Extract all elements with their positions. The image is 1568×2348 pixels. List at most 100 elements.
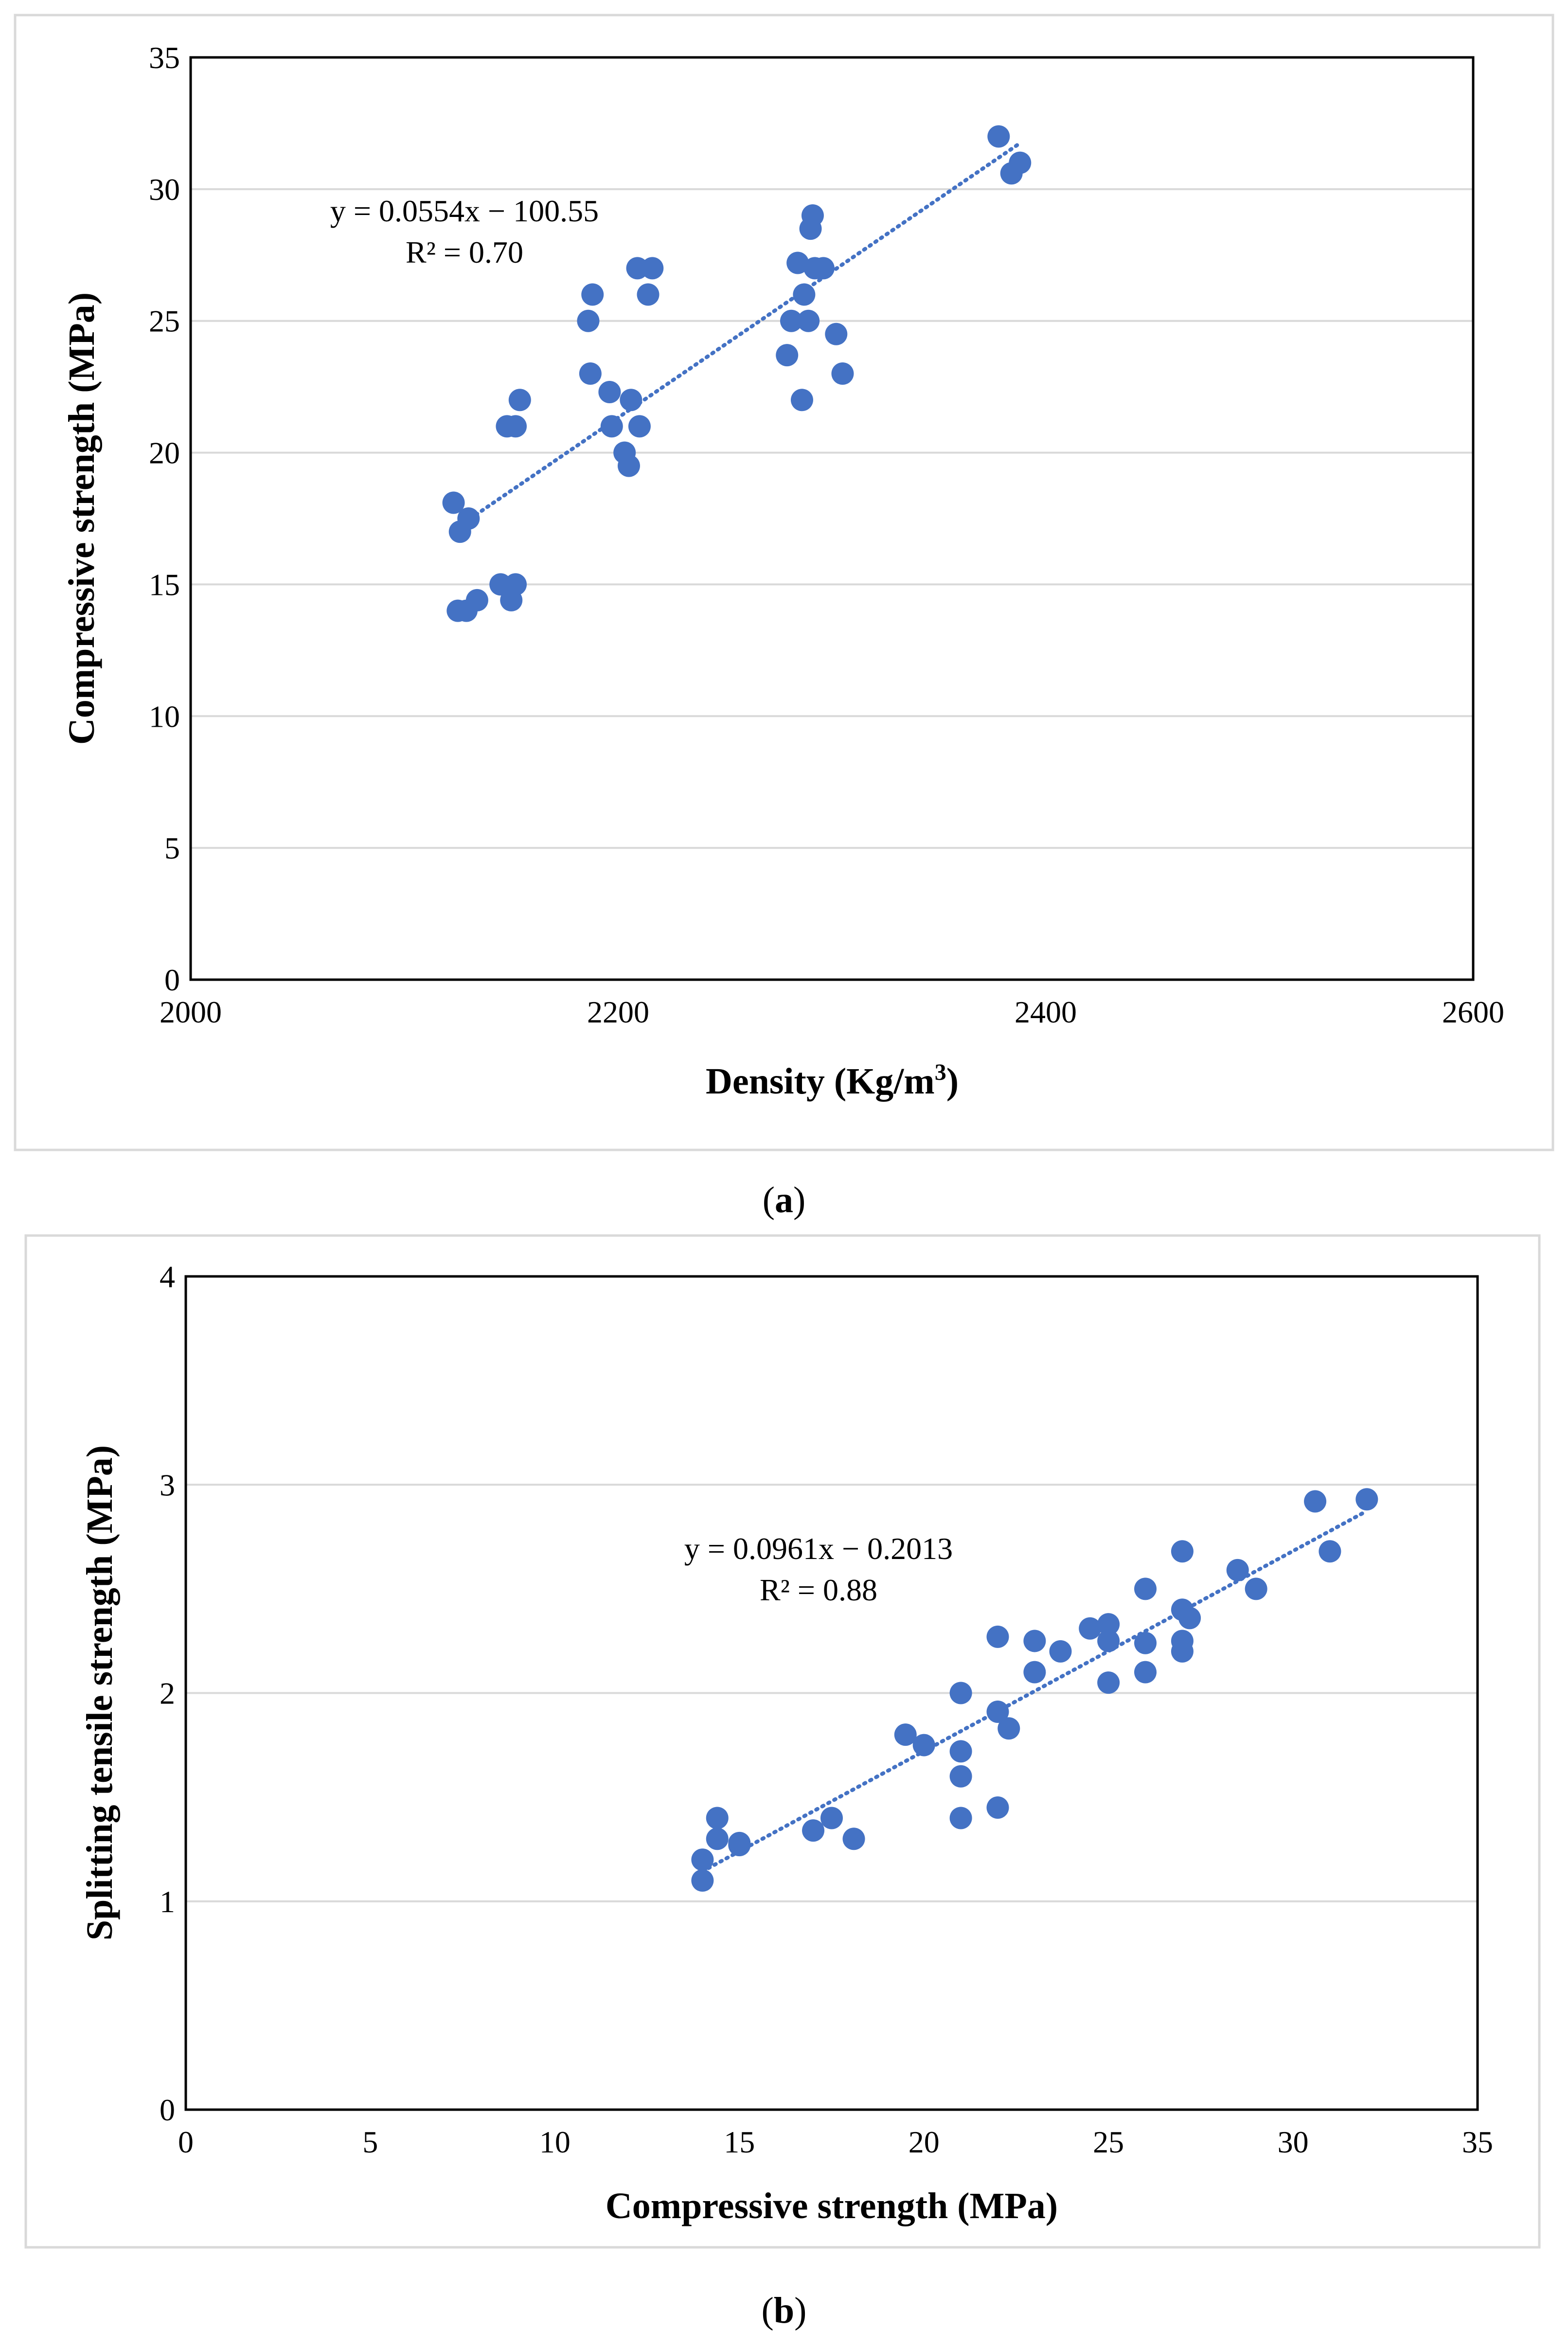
- a-data-point: [776, 344, 799, 367]
- a-data-point: [1009, 151, 1032, 174]
- b-data-point: [1023, 1661, 1046, 1684]
- a-data-point: [831, 362, 854, 385]
- a-data-point: [579, 362, 602, 385]
- b-data-point: [1134, 1661, 1157, 1684]
- a-y-tick-label: 15: [149, 567, 180, 602]
- b-x-tick-label: 15: [724, 2125, 755, 2159]
- a-data-point: [620, 389, 642, 412]
- b-data-point: [1134, 1631, 1157, 1654]
- b-data-point: [1171, 1540, 1194, 1563]
- a-data-point: [797, 309, 820, 332]
- b-trendline: [700, 1509, 1369, 1874]
- b-data-point: [1097, 1671, 1120, 1694]
- a-x-tick-label: 2400: [1015, 995, 1077, 1029]
- b-y-tick-label: 2: [160, 1676, 175, 1711]
- b-x-tick-label: 20: [909, 2125, 940, 2159]
- a-data-point: [801, 204, 824, 227]
- chart-a-plot-area: [189, 56, 1475, 981]
- a-data-point: [987, 125, 1010, 148]
- b-data-point: [986, 1796, 1009, 1819]
- b-x-tick-label: 30: [1278, 2125, 1309, 2159]
- a-data-point: [825, 323, 848, 345]
- b-data-point: [949, 1765, 972, 1788]
- b-data-point: [1245, 1577, 1267, 1600]
- b-data-point: [842, 1828, 865, 1850]
- a-data-point: [581, 283, 604, 306]
- a-x-tick-label: 2600: [1442, 995, 1504, 1029]
- b-data-point: [1178, 1607, 1201, 1630]
- b-data-point: [820, 1807, 843, 1829]
- b-x-tick-label: 10: [539, 2125, 570, 2159]
- b-data-point: [998, 1717, 1020, 1740]
- chart-a-y-axis-title: Compressive strength (MPa): [61, 292, 102, 745]
- b-data-point: [1049, 1640, 1072, 1663]
- a-y-tick-label: 0: [164, 963, 180, 997]
- a-data-point: [504, 573, 527, 596]
- a-x-tick-label: 2200: [587, 995, 649, 1029]
- b-x-tick-label: 35: [1462, 2125, 1493, 2159]
- b-data-point: [949, 1682, 972, 1704]
- b-data-point: [1097, 1613, 1120, 1636]
- a-data-point: [598, 380, 621, 403]
- a-data-point: [786, 251, 809, 274]
- b-x-tick-label: 0: [178, 2125, 194, 2159]
- chart-a-x-axis-title: Density (Kg/m3): [706, 1059, 959, 1102]
- b-y-tick-label: 3: [160, 1468, 175, 1502]
- a-data-point: [577, 309, 600, 332]
- chart-b-trendline-equation: y = 0.0961x − 0.2013: [684, 1531, 953, 1566]
- a-data-point: [641, 257, 664, 280]
- chart-a-caption: (a): [763, 1180, 806, 1220]
- a-data-point: [628, 415, 651, 438]
- b-data-point: [728, 1831, 751, 1854]
- a-data-point: [812, 257, 835, 280]
- a-trendline: [451, 141, 1022, 532]
- b-data-point: [986, 1701, 1009, 1723]
- a-y-tick-label: 35: [149, 40, 180, 75]
- a-data-point: [617, 454, 640, 477]
- a-data-point: [504, 415, 527, 438]
- b-data-point: [1171, 1640, 1194, 1663]
- a-data-point: [790, 389, 813, 412]
- b-data-point: [949, 1807, 972, 1829]
- b-x-tick-label: 25: [1093, 2125, 1124, 2159]
- b-data-point: [1079, 1617, 1102, 1640]
- b-data-point: [894, 1723, 917, 1746]
- b-data-point: [706, 1807, 729, 1829]
- b-data-point: [912, 1734, 935, 1757]
- chart-b-trendline-r2: R² = 0.88: [760, 1573, 877, 1607]
- b-y-tick-label: 0: [160, 2093, 175, 2127]
- a-y-tick-label: 5: [164, 831, 180, 865]
- chart-a-frame: [14, 14, 1554, 1151]
- chart-b-frame: [24, 1234, 1541, 2249]
- b-data-point: [802, 1819, 825, 1842]
- chart-b-x-axis-title: Compressive strength (MPa): [606, 2186, 1058, 2226]
- chart-a: 0 5 10 15 20 25 30 35 2000 2200 2400 2600 Compress…: [14, 14, 1554, 1151]
- chart-b: 0 1 2 3 4 0 5 10 15 20 25 30 35 Splitting tensile s…: [24, 1234, 1541, 2249]
- b-data-point: [691, 1848, 714, 1871]
- a-data-point: [508, 389, 531, 412]
- b-data-point: [1134, 1577, 1157, 1600]
- a-data-point: [465, 589, 488, 611]
- chart-b-y-axis-title: Splitting tensile strength (MPa): [79, 1445, 120, 1940]
- a-y-tick-label: 25: [149, 304, 180, 339]
- a-data-point: [600, 415, 623, 438]
- b-data-point: [1097, 1630, 1120, 1652]
- a-data-point: [442, 491, 465, 514]
- b-data-point: [1226, 1559, 1249, 1581]
- a-data-point: [457, 507, 480, 530]
- b-y-tick-label: 4: [160, 1259, 175, 1294]
- a-x-tick-label: 2000: [160, 995, 222, 1029]
- b-data-point: [691, 1869, 714, 1892]
- b-data-point: [706, 1828, 729, 1850]
- a-data-point: [793, 283, 816, 306]
- a-y-tick-label: 20: [149, 436, 180, 470]
- a-y-tick-label: 10: [149, 699, 180, 734]
- b-data-point: [1304, 1490, 1327, 1513]
- b-data-point: [1355, 1488, 1378, 1511]
- b-data-point: [1319, 1540, 1341, 1563]
- b-x-tick-label: 5: [362, 2125, 378, 2159]
- b-y-tick-label: 1: [160, 1884, 175, 1919]
- a-data-point: [780, 309, 802, 332]
- a-y-tick-label: 30: [149, 172, 180, 207]
